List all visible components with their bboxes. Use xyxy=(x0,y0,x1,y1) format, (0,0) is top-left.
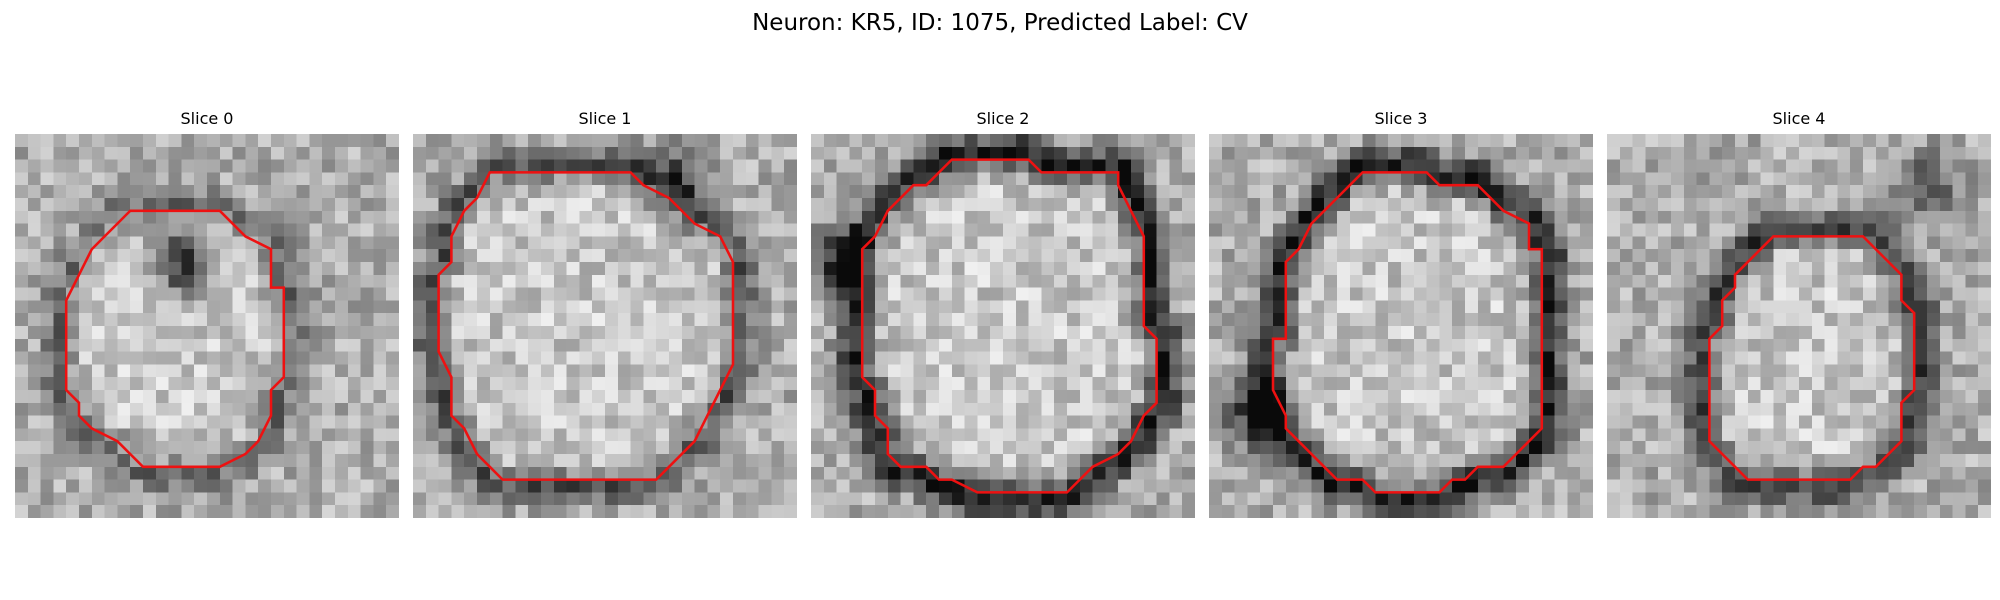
figure-title: Neuron: KR5, ID: 1075, Predicted Label: … xyxy=(752,10,1248,36)
slice-image xyxy=(811,134,1195,518)
roi-contour xyxy=(1271,171,1544,494)
slice-title: Slice 4 xyxy=(1772,109,1826,128)
roi-contour xyxy=(1708,235,1916,481)
roi-contour xyxy=(860,158,1158,494)
roi-contour xyxy=(64,209,286,469)
roi-contour xyxy=(437,171,735,481)
slice-image xyxy=(1209,134,1593,518)
slice-title: Slice 0 xyxy=(180,109,234,128)
slice-image xyxy=(1607,134,1991,518)
slice-title: Slice 2 xyxy=(976,109,1030,128)
slice-title: Slice 1 xyxy=(578,109,632,128)
slice-title: Slice 3 xyxy=(1374,109,1428,128)
slice-image xyxy=(15,134,399,518)
slice-image xyxy=(413,134,797,518)
